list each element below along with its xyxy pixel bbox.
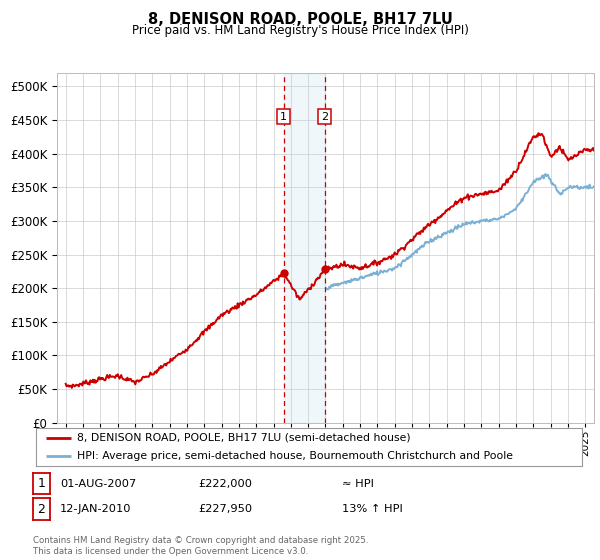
Text: Contains HM Land Registry data © Crown copyright and database right 2025.
This d: Contains HM Land Registry data © Crown c…	[33, 536, 368, 556]
Text: 12-JAN-2010: 12-JAN-2010	[60, 504, 131, 514]
Bar	[284, 73, 325, 423]
Text: 1: 1	[280, 111, 287, 122]
Text: 8, DENISON ROAD, POOLE, BH17 7LU (semi-detached house): 8, DENISON ROAD, POOLE, BH17 7LU (semi-d…	[77, 433, 410, 443]
Text: 1: 1	[37, 477, 46, 491]
Text: ≈ HPI: ≈ HPI	[342, 479, 374, 489]
Text: 8, DENISON ROAD, POOLE, BH17 7LU: 8, DENISON ROAD, POOLE, BH17 7LU	[148, 12, 452, 27]
Text: £227,950: £227,950	[198, 504, 252, 514]
Text: 13% ↑ HPI: 13% ↑ HPI	[342, 504, 403, 514]
Text: HPI: Average price, semi-detached house, Bournemouth Christchurch and Poole: HPI: Average price, semi-detached house,…	[77, 451, 513, 461]
Text: 01-AUG-2007: 01-AUG-2007	[60, 479, 136, 489]
Text: 2: 2	[321, 111, 328, 122]
Text: £222,000: £222,000	[198, 479, 252, 489]
Text: 2: 2	[37, 502, 46, 516]
Text: Price paid vs. HM Land Registry's House Price Index (HPI): Price paid vs. HM Land Registry's House …	[131, 24, 469, 36]
